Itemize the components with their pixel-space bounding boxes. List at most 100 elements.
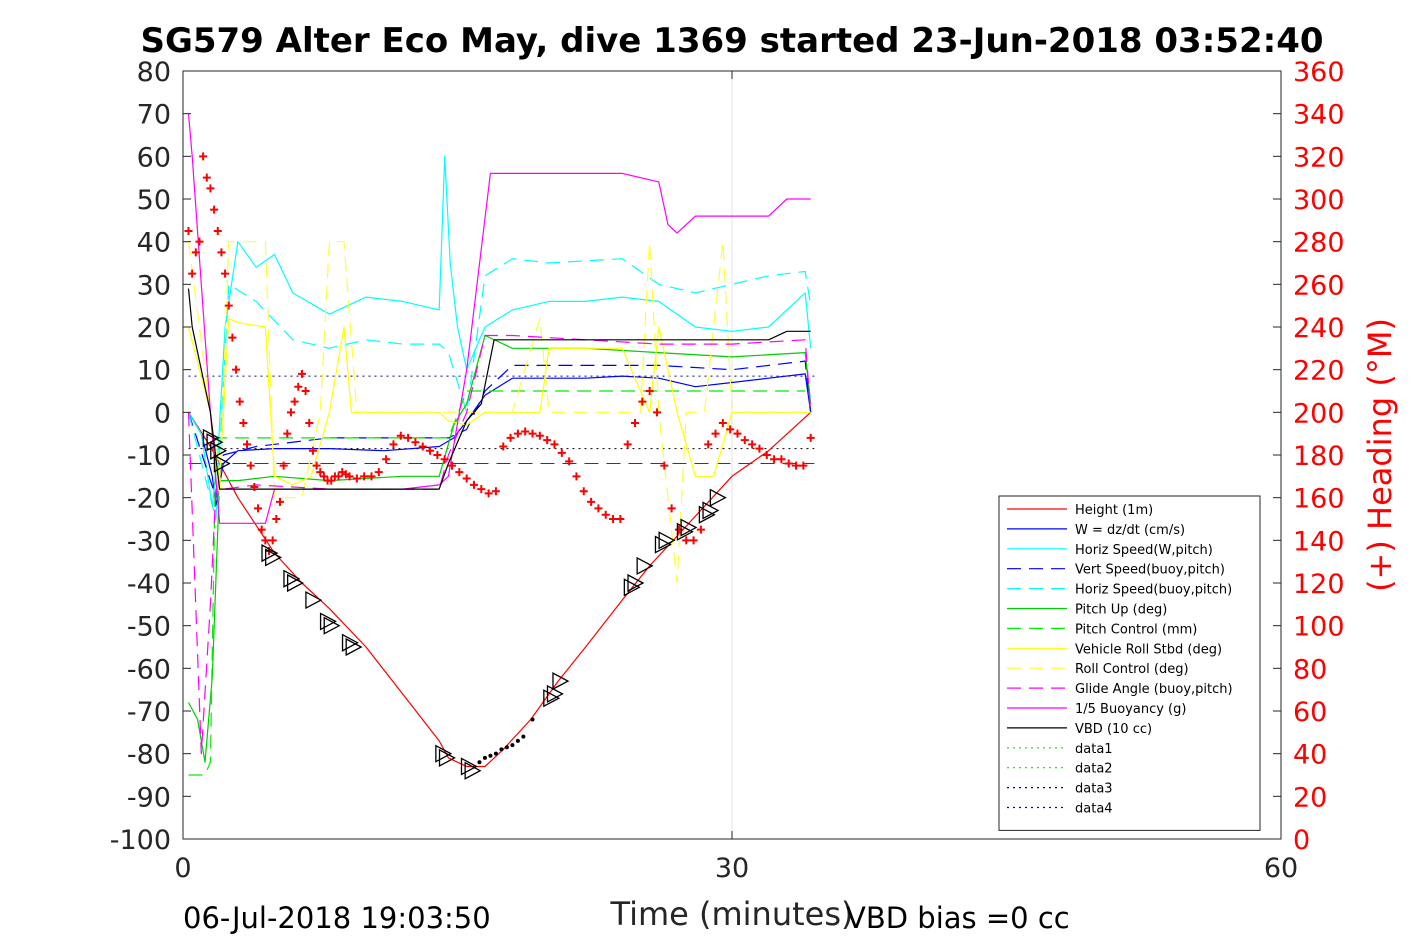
dot-marker [530, 717, 535, 722]
dot-marker [510, 743, 515, 748]
right-y-tick-label: 80 [1293, 654, 1327, 685]
heading-point [221, 269, 230, 278]
y-tick-label: -50 [127, 612, 171, 643]
y-tick-label: 60 [137, 142, 171, 173]
triangle-marker [202, 428, 220, 448]
heading-point [210, 205, 219, 214]
heading-point [217, 248, 226, 257]
triangle-marker [546, 684, 564, 704]
y-tick-label: -90 [127, 782, 171, 813]
heading-point [374, 468, 383, 477]
y-tick-label: 50 [137, 185, 171, 216]
heading-point [243, 440, 252, 449]
dot-marker [504, 745, 509, 750]
heading-point [411, 438, 420, 447]
triangle-marker [323, 616, 341, 635]
legend-label: Horiz Speed(W,pitch) [1075, 543, 1213, 558]
series-line [187, 113, 811, 524]
triangle-marker [345, 637, 363, 657]
heading-point [396, 431, 405, 440]
right-y-tick-label: 120 [1293, 569, 1345, 600]
triangle-marker [636, 556, 654, 576]
heading-point [308, 446, 317, 455]
y-tick-label: 40 [137, 228, 171, 259]
triangle-marker [460, 757, 478, 776]
heading-point [279, 461, 288, 470]
triangle-marker [698, 505, 716, 524]
heading-point [195, 237, 204, 246]
right-y-tick-label: 300 [1293, 185, 1345, 216]
heading-point [312, 461, 321, 470]
series-line [187, 334, 812, 755]
right-y-tick-label: 60 [1293, 697, 1327, 728]
heading-point [806, 433, 815, 442]
heading-point [572, 472, 581, 481]
heading-point [275, 497, 284, 506]
y-tick-label: -30 [127, 526, 171, 557]
heading-point [191, 248, 200, 257]
y-tick-label: -70 [127, 697, 171, 728]
x-tick-label: 30 [715, 853, 749, 884]
heading-point [257, 525, 266, 534]
triangle-marker [305, 590, 323, 610]
heading-point [327, 476, 336, 485]
right-y-tick-label: 240 [1293, 313, 1345, 344]
heading-point [623, 440, 632, 449]
heading-point [440, 455, 449, 464]
legend-label: data4 [1075, 802, 1113, 817]
legend-label: VBD (10 cc) [1075, 722, 1152, 737]
legend-label: Vert Speed(buoy,pitch) [1075, 563, 1225, 578]
x-tick-label: 60 [1264, 853, 1298, 884]
heading-point [455, 468, 464, 477]
legend-label: Roll Control (deg) [1075, 662, 1189, 677]
heading-point [235, 397, 244, 406]
right-y-tick-label: 340 [1293, 100, 1345, 131]
y-tick-label: 30 [137, 270, 171, 301]
heading-point [426, 446, 435, 455]
heading-point [777, 455, 786, 464]
triangle-marker [341, 633, 359, 652]
legend-label: Glide Angle (buoy,pitch) [1075, 682, 1233, 697]
heading-point [290, 397, 299, 406]
series-line [187, 360, 812, 499]
dot-marker [477, 760, 482, 765]
heading-point [499, 442, 508, 451]
triangle-marker [543, 689, 561, 708]
heading-point [268, 536, 277, 545]
triangle-marker [438, 748, 456, 768]
heading-point [587, 497, 596, 506]
right-y-tick-label: 200 [1293, 398, 1345, 429]
heading-point [232, 365, 241, 374]
heading-point [199, 152, 208, 161]
y-tick-label: 80 [137, 57, 171, 88]
y-tick-label: -100 [110, 825, 171, 856]
heading-point [740, 436, 749, 445]
heading-point [202, 173, 211, 182]
legend-label: 1/5 Buoyancy (g) [1075, 702, 1186, 717]
heading-point [638, 397, 647, 406]
legend-label: Pitch Control (mm) [1075, 622, 1197, 637]
heading-point [184, 227, 193, 235]
heading-point [477, 485, 486, 494]
heading-point [799, 461, 808, 470]
heading-point [433, 451, 442, 459]
heading-point [418, 442, 427, 451]
right-y-tick-label: 180 [1293, 441, 1345, 472]
footer-vbd-bias: VBD bias =0 cc [846, 901, 1070, 935]
right-y-tick-label: 220 [1293, 356, 1345, 387]
heading-point [609, 515, 618, 523]
heading-point [696, 525, 705, 534]
heading-point [294, 382, 303, 391]
heading-point [506, 433, 515, 442]
y-tick-label: 70 [137, 100, 171, 131]
footer-timestamp: 06-Jul-2018 19:03:50 [183, 901, 491, 935]
heading-point [711, 429, 720, 438]
right-y-tick-label: 100 [1293, 612, 1345, 643]
heading-point [316, 468, 325, 477]
heading-point [360, 472, 369, 481]
series-line [188, 390, 806, 776]
heading-point [667, 504, 676, 513]
heading-point [246, 461, 255, 470]
legend-label: Height (1m) [1075, 503, 1153, 518]
